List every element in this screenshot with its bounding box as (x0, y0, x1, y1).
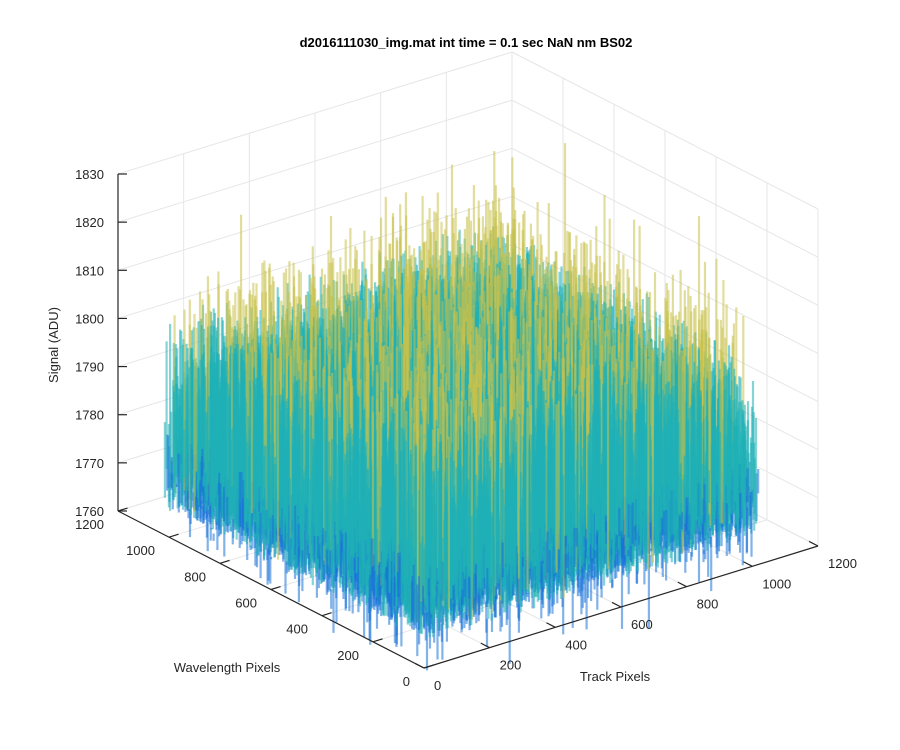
grid-line (511, 147, 819, 306)
grid-line (117, 99, 513, 223)
grid-line (117, 51, 513, 175)
grid-line (511, 99, 819, 258)
grid-line (511, 51, 819, 210)
surface (163, 143, 760, 671)
grid-line (117, 147, 513, 271)
grid-line (511, 195, 819, 354)
